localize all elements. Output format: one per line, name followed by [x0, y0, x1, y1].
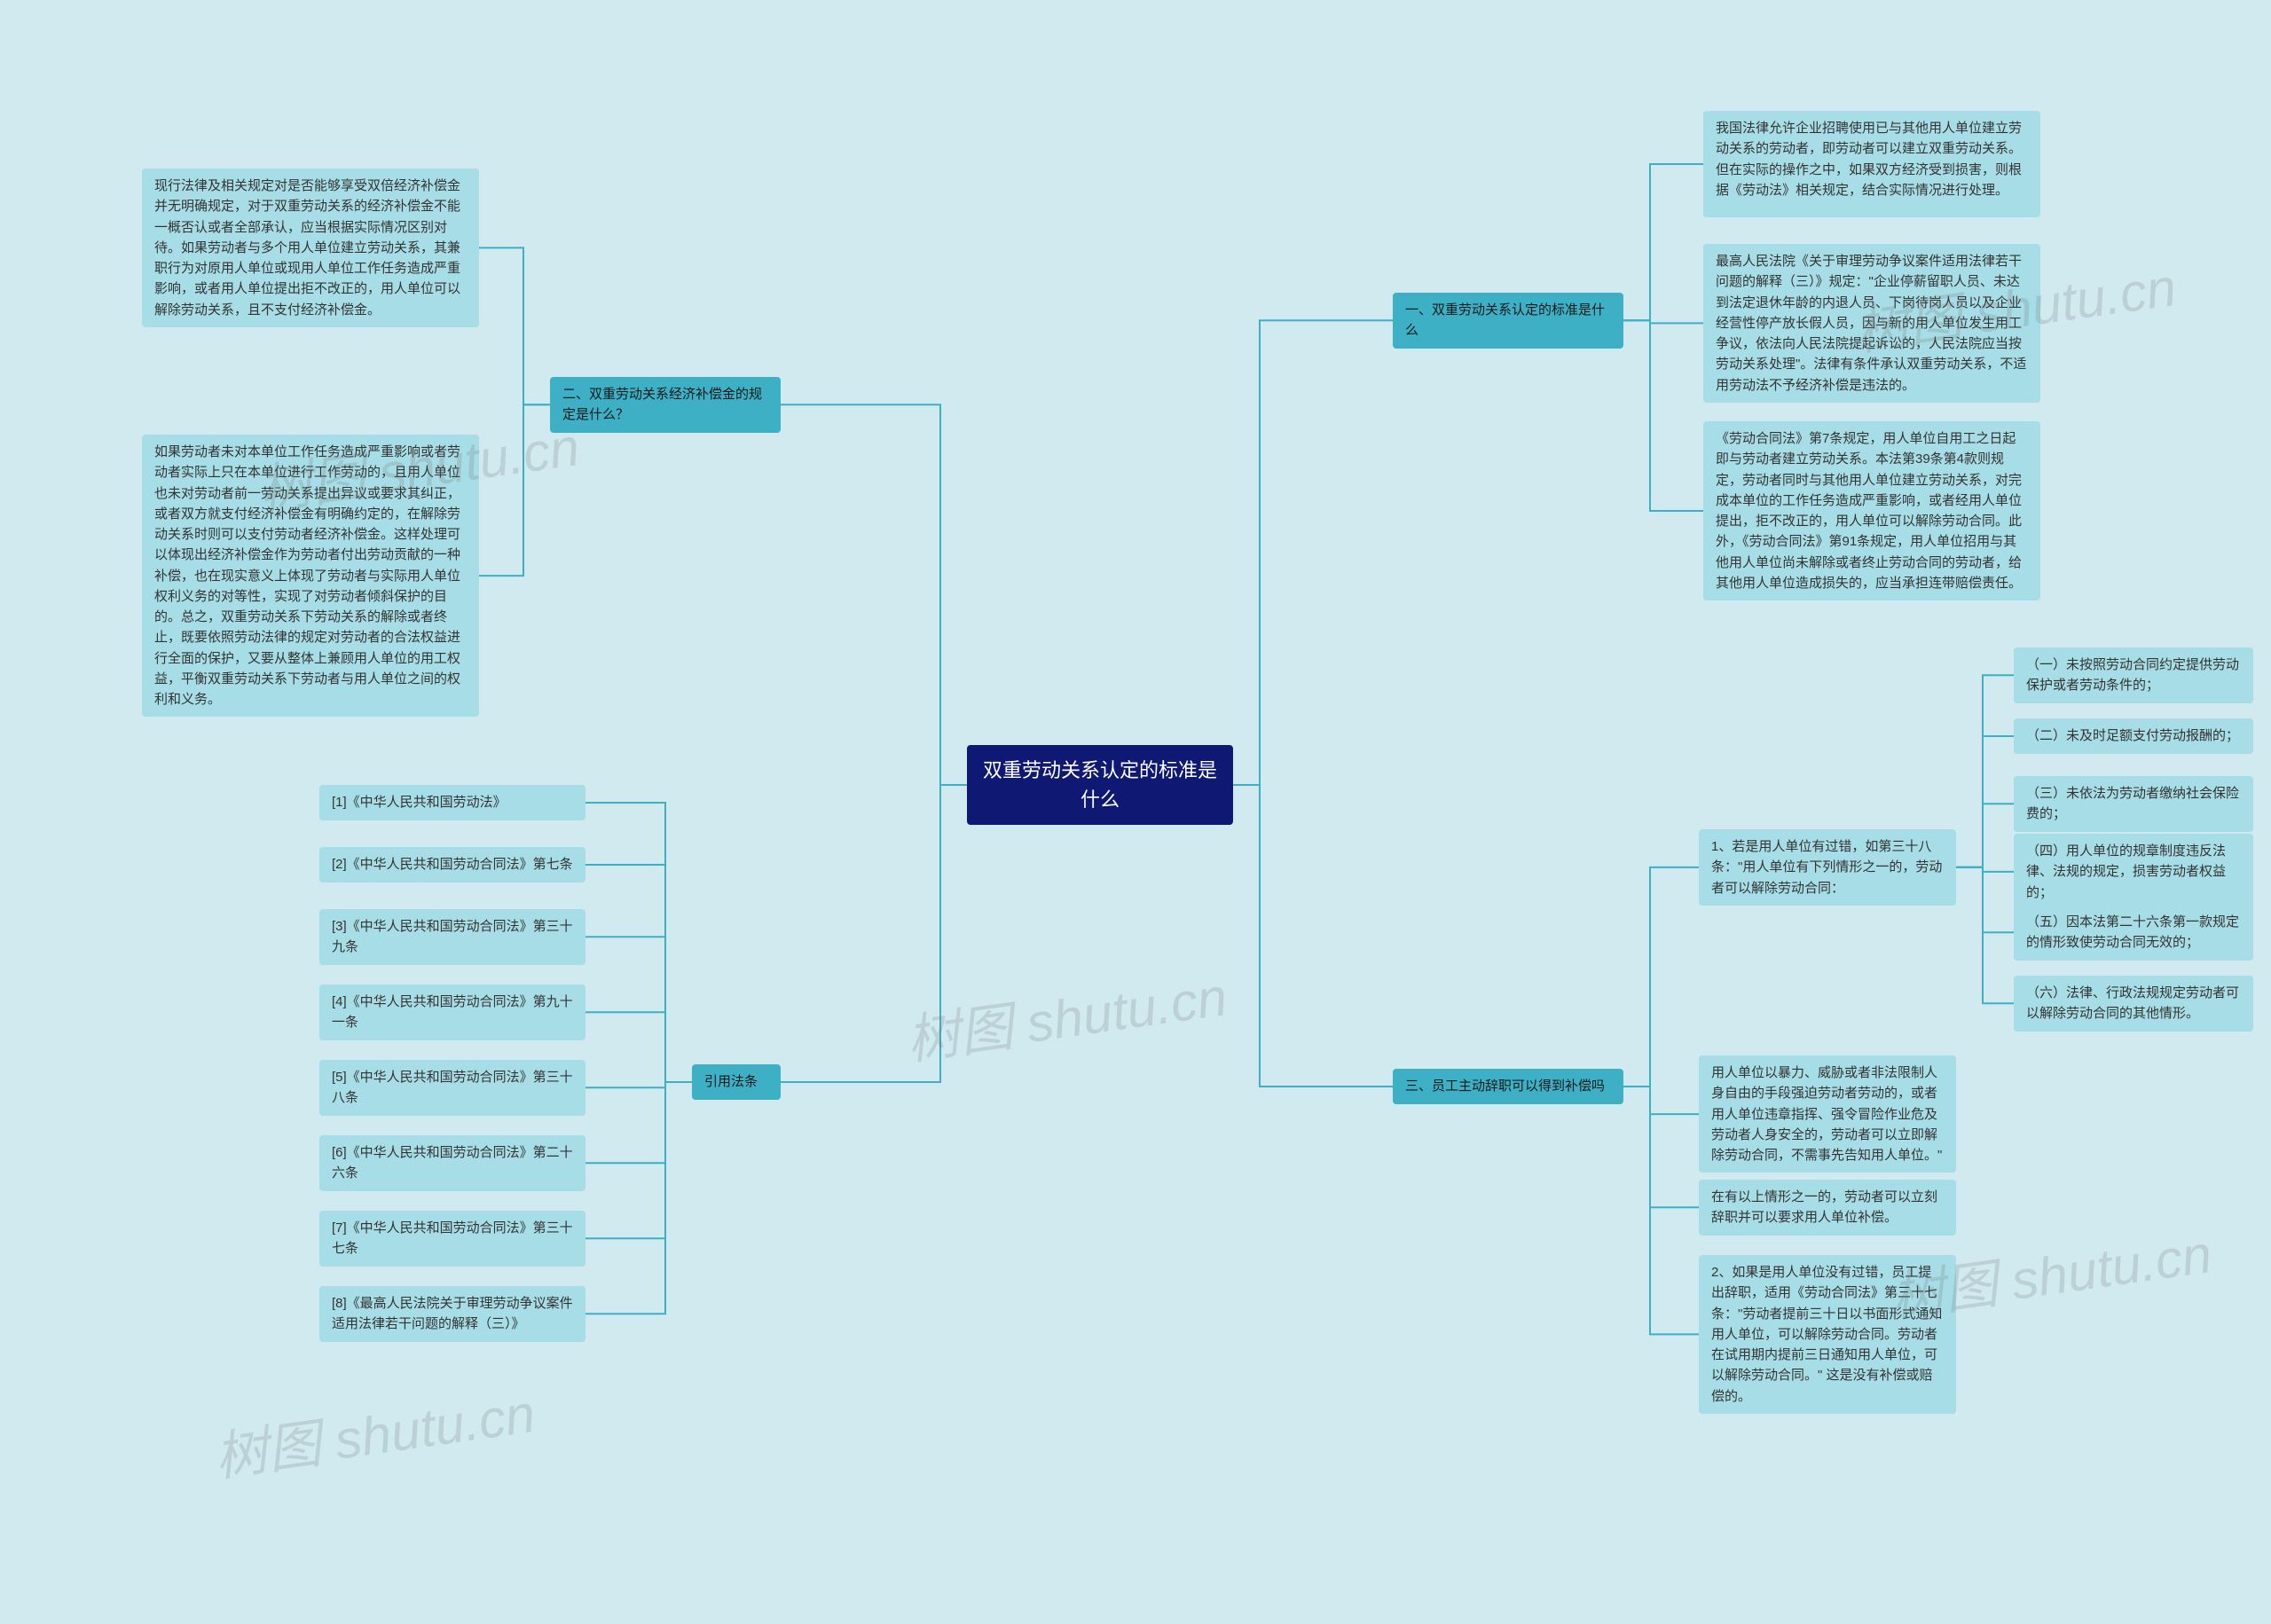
- leaf-node: 如果劳动者未对本单位工作任务造成严重影响或者劳动者实际上只在本单位进行工作劳动的…: [142, 435, 479, 717]
- leaf-node: [4]《中华人民共和国劳动合同法》第九十一条: [319, 985, 585, 1040]
- leaf-node: 现行法律及相关规定对是否能够享受双倍经济补偿金并无明确规定，对于双重劳动关系的经…: [142, 169, 479, 327]
- leaf-node: （三）未依法为劳动者缴纳社会保险费的；: [2014, 776, 2253, 832]
- leaf-node: （五）因本法第二十六条第一款规定的情形致使劳动合同无效的；: [2014, 905, 2253, 961]
- leaf-node: （四）用人单位的规章制度违反法律、法规的规定，损害劳动者权益的；: [2014, 834, 2253, 910]
- leaf-node: 我国法律允许企业招聘使用已与其他用人单位建立劳动关系的劳动者，即劳动者可以建立双…: [1703, 111, 2040, 217]
- leaf-node: [6]《中华人民共和国劳动合同法》第二十六条: [319, 1135, 585, 1191]
- branch-node: 三、员工主动辞职可以得到补偿吗: [1393, 1069, 1623, 1104]
- leaf-node: 在有以上情形之一的，劳动者可以立刻辞职并可以要求用人单位补偿。: [1699, 1180, 1956, 1236]
- leaf-node: （一）未按照劳动合同约定提供劳动保护或者劳动条件的；: [2014, 647, 2253, 703]
- leaf-node: [2]《中华人民共和国劳动合同法》第七条: [319, 847, 585, 883]
- root-node: 双重劳动关系认定的标准是什么: [967, 745, 1233, 825]
- leaf-node: [1]《中华人民共和国劳动法》: [319, 785, 585, 820]
- leaf-node: [7]《中华人民共和国劳动合同法》第三十七条: [319, 1211, 585, 1267]
- leaf-node: 用人单位以暴力、威胁或者非法限制人身自由的手段强迫劳动者劳动的，或者用人单位违章…: [1699, 1055, 1956, 1173]
- leaf-node: 《劳动合同法》第7条规定，用人单位自用工之日起即与劳动者建立劳动关系。本法第39…: [1703, 421, 2040, 600]
- branch-node: 二、双重劳动关系经济补偿金的规定是什么？: [550, 377, 781, 433]
- leaf-node: 1、若是用人单位有过错，如第三十八条："用人单位有下列情形之一的，劳动者可以解除…: [1699, 829, 1956, 906]
- leaf-node: 2、如果是用人单位没有过错，员工提出辞职，适用《劳动合同法》第三十七条："劳动者…: [1699, 1255, 1956, 1414]
- leaf-node: （二）未及时足额支付劳动报酬的；: [2014, 718, 2253, 754]
- leaf-node: [3]《中华人民共和国劳动合同法》第三十九条: [319, 909, 585, 965]
- leaf-node: [5]《中华人民共和国劳动合同法》第三十八条: [319, 1060, 585, 1116]
- leaf-node: [8]《最高人民法院关于审理劳动争议案件适用法律若干问题的解释（三）》: [319, 1286, 585, 1342]
- leaf-node: （六）法律、行政法规规定劳动者可以解除劳动合同的其他情形。: [2014, 976, 2253, 1032]
- branch-node: 一、双重劳动关系认定的标准是什么: [1393, 293, 1623, 349]
- branch-node: 引用法条: [692, 1064, 781, 1100]
- leaf-node: 最高人民法院《关于审理劳动争议案件适用法律若干问题的解释（三）》规定："企业停薪…: [1703, 244, 2040, 403]
